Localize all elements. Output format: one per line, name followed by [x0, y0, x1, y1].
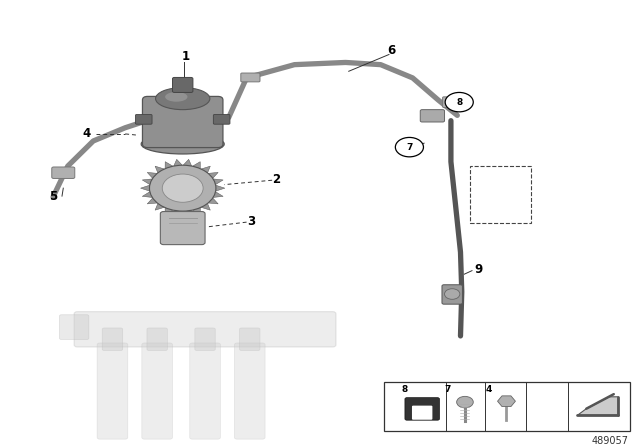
- Polygon shape: [142, 179, 152, 185]
- Polygon shape: [201, 203, 211, 210]
- Circle shape: [445, 289, 460, 299]
- Bar: [470, 166, 531, 224]
- Circle shape: [150, 165, 216, 211]
- Bar: [384, 382, 630, 431]
- Polygon shape: [208, 172, 218, 178]
- Polygon shape: [141, 185, 150, 191]
- FancyBboxPatch shape: [239, 328, 260, 350]
- Text: 4: 4: [485, 385, 492, 394]
- Polygon shape: [497, 396, 515, 406]
- FancyBboxPatch shape: [405, 398, 440, 420]
- FancyBboxPatch shape: [420, 110, 445, 122]
- Text: 5: 5: [49, 190, 57, 203]
- FancyBboxPatch shape: [102, 328, 123, 350]
- FancyBboxPatch shape: [213, 115, 230, 124]
- FancyBboxPatch shape: [412, 405, 433, 420]
- FancyBboxPatch shape: [241, 73, 260, 82]
- Polygon shape: [213, 192, 223, 198]
- Text: 8: 8: [401, 385, 408, 394]
- Text: 9: 9: [474, 263, 483, 276]
- Text: 1: 1: [182, 50, 190, 63]
- FancyBboxPatch shape: [60, 315, 89, 340]
- FancyBboxPatch shape: [147, 328, 168, 350]
- Text: 2: 2: [273, 173, 280, 186]
- Polygon shape: [173, 159, 182, 166]
- Polygon shape: [173, 210, 182, 217]
- Polygon shape: [193, 207, 200, 215]
- Text: 489057: 489057: [591, 436, 628, 446]
- FancyBboxPatch shape: [142, 343, 173, 439]
- Polygon shape: [147, 198, 157, 204]
- Text: 7: 7: [444, 385, 451, 394]
- Polygon shape: [147, 172, 157, 178]
- Polygon shape: [208, 198, 218, 204]
- Ellipse shape: [156, 88, 210, 110]
- Polygon shape: [155, 203, 164, 210]
- Polygon shape: [165, 162, 173, 169]
- FancyBboxPatch shape: [97, 343, 128, 439]
- FancyBboxPatch shape: [442, 285, 463, 304]
- FancyBboxPatch shape: [189, 343, 220, 439]
- Polygon shape: [165, 207, 173, 215]
- Text: 7: 7: [406, 142, 413, 151]
- Ellipse shape: [141, 134, 224, 154]
- FancyBboxPatch shape: [173, 78, 193, 92]
- Polygon shape: [577, 397, 618, 415]
- Ellipse shape: [165, 92, 188, 102]
- Circle shape: [163, 174, 203, 202]
- FancyBboxPatch shape: [136, 115, 152, 124]
- FancyBboxPatch shape: [195, 328, 215, 350]
- FancyBboxPatch shape: [161, 211, 205, 245]
- Circle shape: [445, 92, 473, 112]
- Polygon shape: [142, 192, 152, 198]
- Polygon shape: [183, 159, 191, 166]
- Polygon shape: [213, 179, 223, 185]
- FancyBboxPatch shape: [234, 343, 265, 439]
- Circle shape: [396, 138, 424, 157]
- Text: 3: 3: [248, 215, 256, 228]
- Polygon shape: [193, 162, 200, 169]
- Polygon shape: [183, 210, 191, 217]
- Text: 8: 8: [456, 98, 462, 107]
- Polygon shape: [201, 166, 211, 173]
- Polygon shape: [216, 185, 225, 191]
- FancyBboxPatch shape: [74, 312, 336, 347]
- Text: 4: 4: [83, 126, 91, 139]
- FancyBboxPatch shape: [443, 97, 460, 108]
- Polygon shape: [155, 166, 164, 173]
- FancyBboxPatch shape: [52, 167, 75, 178]
- Text: 6: 6: [387, 43, 396, 56]
- Circle shape: [457, 396, 473, 408]
- FancyBboxPatch shape: [143, 96, 223, 147]
